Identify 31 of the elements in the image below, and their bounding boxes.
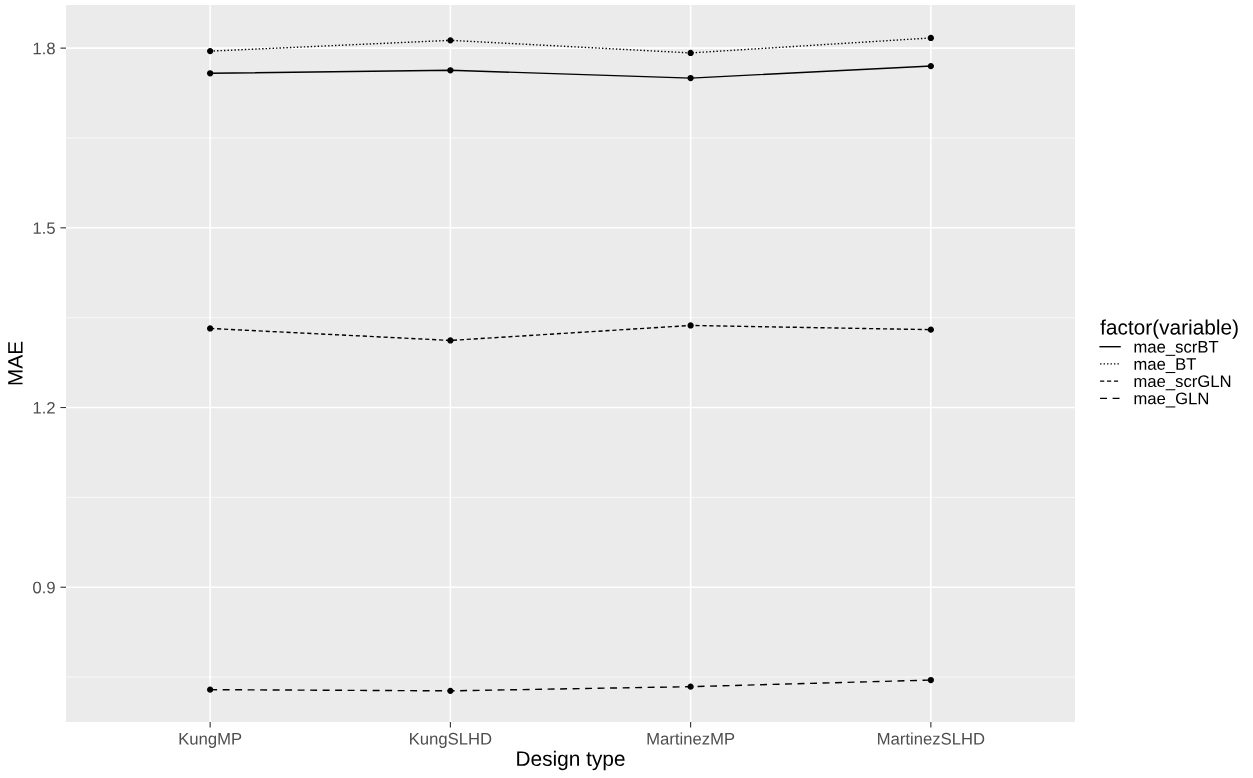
y-axis-title: MAE (8, 341, 23, 385)
point (447, 337, 454, 344)
y-tick-label: 1.8 (33, 42, 55, 55)
x-tick-label: KungSLHD (410, 732, 492, 748)
legend-label: mae_scrGLN (1134, 375, 1231, 391)
point (927, 326, 934, 333)
legend-title: factor(variable) (1100, 319, 1238, 339)
legend-label: mae_BT (1134, 358, 1197, 374)
point (447, 37, 454, 44)
y-tick-label: 1.5 (33, 222, 55, 235)
point (447, 687, 454, 694)
point (687, 49, 694, 57)
y-tick-label: 1.2 (33, 401, 55, 414)
x-tick-label: MartinezMP (647, 732, 735, 745)
legend-label: mae_GLN (1134, 392, 1209, 408)
point (447, 67, 454, 74)
point (207, 325, 214, 332)
point (207, 70, 214, 77)
point (207, 47, 214, 55)
point (207, 686, 214, 693)
point (927, 676, 934, 684)
point (927, 34, 934, 42)
point (687, 322, 694, 329)
x-tick-label: MartinezSLHD (878, 732, 985, 745)
legend-label: mae_scrBT (1134, 341, 1219, 356)
point (687, 74, 694, 82)
point (927, 62, 934, 70)
x-tick-label: KungMP (179, 733, 242, 748)
x-axis-title: Design type (517, 750, 625, 771)
y-tick-label: 0.9 (33, 581, 55, 594)
point (687, 683, 694, 690)
